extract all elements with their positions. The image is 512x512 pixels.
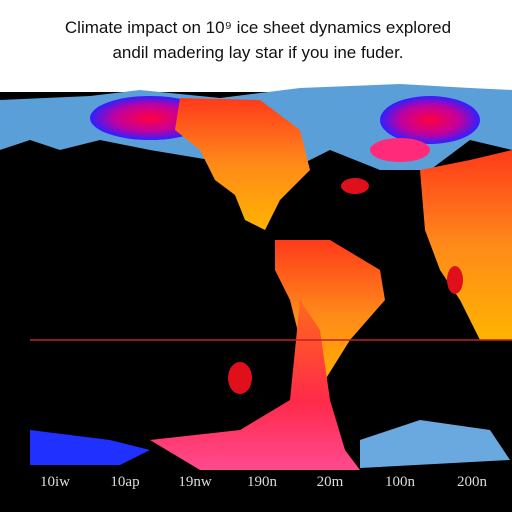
axis-label: 100n [385,474,416,490]
north-america [175,98,310,230]
axis-labels: 10іw 10ap 19nw 190n 20m 100n 200n [40,474,488,490]
hotspot [341,178,369,194]
hotspot [370,138,430,162]
subtitle: andil madering lay star if you ine fuder… [112,43,403,62]
hotspot [447,266,463,294]
title: Climate impact on 10⁹ ice sheet dynamics… [65,18,451,37]
hotspot [228,362,252,394]
title-band [0,0,512,92]
axis-label: 190n [247,474,278,490]
axis-label: 200n [457,474,488,490]
axis-label: 10іw [40,474,70,490]
axis-label: 10ap [110,474,139,490]
africa [420,150,512,340]
antarctic [360,420,510,468]
axis-label: 19nw [178,474,212,490]
hotspot [380,96,480,144]
antarctic [30,430,150,465]
ocean-plume [150,300,360,470]
axis-label: 20m [317,474,344,490]
